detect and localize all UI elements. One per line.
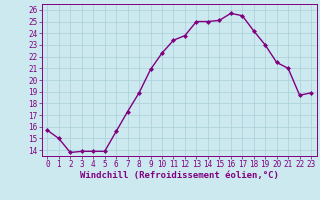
X-axis label: Windchill (Refroidissement éolien,°C): Windchill (Refroidissement éolien,°C) <box>80 171 279 180</box>
